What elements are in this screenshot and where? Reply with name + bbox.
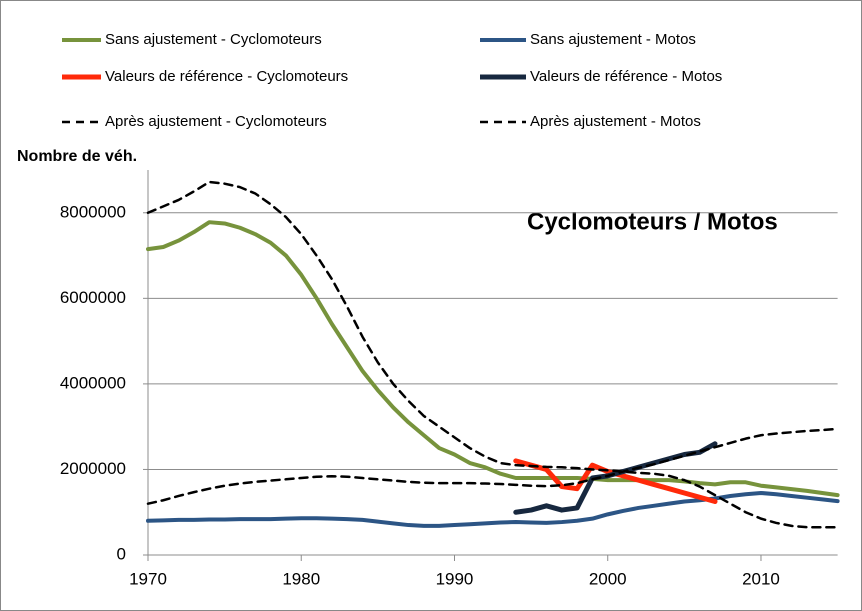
x-tick-label: 2000 — [589, 569, 627, 588]
x-tick-label: 1990 — [436, 569, 474, 588]
y-tick-label: 0 — [117, 544, 126, 563]
x-tick-label: 2010 — [742, 569, 780, 588]
series-line — [146, 180, 839, 529]
series-line — [146, 220, 840, 498]
legend-label: Sans ajustement - Cyclomoteurs — [105, 31, 322, 48]
y-tick-label: 2000000 — [60, 459, 126, 478]
legend-label: Valeurs de référence - Motos — [530, 68, 722, 85]
series-line — [146, 490, 840, 528]
legend-label: Après ajustement - Motos — [530, 113, 701, 130]
legend-label: Valeurs de référence - Cyclomoteurs — [105, 68, 348, 85]
y-tick-label: 8000000 — [60, 202, 126, 221]
legend-label: Sans ajustement - Motos — [530, 31, 696, 48]
x-tick-label: 1980 — [282, 569, 320, 588]
y-axis-label: Nombre de véh. — [17, 148, 137, 165]
legend-label: Après ajustement - Cyclomoteurs — [105, 113, 327, 130]
x-tick-label: 1970 — [129, 569, 167, 588]
series-line — [146, 427, 839, 505]
y-tick-label: 4000000 — [60, 373, 126, 392]
series-line — [513, 441, 718, 515]
y-tick-label: 6000000 — [60, 288, 126, 307]
